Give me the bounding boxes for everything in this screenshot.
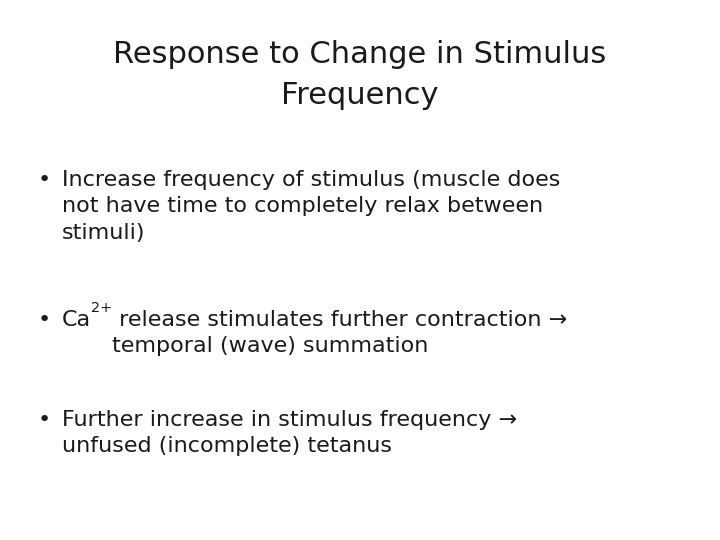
- Text: •: •: [38, 410, 51, 430]
- Text: Ca: Ca: [62, 310, 91, 330]
- Text: Further increase in stimulus frequency →
unfused (incomplete) tetanus: Further increase in stimulus frequency →…: [62, 410, 517, 456]
- Text: •: •: [38, 310, 51, 330]
- Text: Increase frequency of stimulus (muscle does
not have time to completely relax be: Increase frequency of stimulus (muscle d…: [62, 170, 560, 243]
- Text: Response to Change in Stimulus
Frequency: Response to Change in Stimulus Frequency: [113, 40, 607, 110]
- Text: •: •: [38, 170, 51, 190]
- Text: release stimulates further contraction →
temporal (wave) summation: release stimulates further contraction →…: [112, 310, 567, 356]
- Text: 2+: 2+: [91, 301, 112, 315]
